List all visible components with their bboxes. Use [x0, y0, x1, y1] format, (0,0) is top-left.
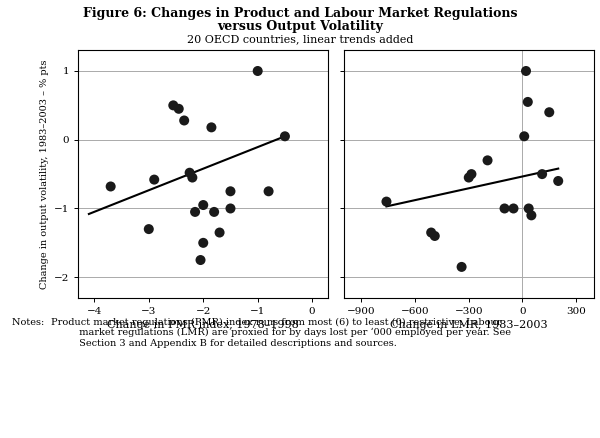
Point — [144, 226, 154, 233]
Point — [457, 263, 466, 270]
Text: 20 OECD countries, linear trends added: 20 OECD countries, linear trends added — [187, 34, 413, 44]
Point — [149, 176, 159, 183]
Point — [188, 174, 197, 181]
Point — [538, 171, 547, 178]
Point — [264, 188, 274, 195]
Text: versus Output Volatility: versus Output Volatility — [217, 20, 383, 33]
Point — [179, 117, 189, 124]
Point — [382, 198, 391, 205]
Point — [174, 105, 184, 112]
Point — [226, 205, 235, 212]
Text: Notes:: Notes: — [12, 318, 47, 327]
Point — [206, 124, 216, 131]
Point — [467, 171, 476, 178]
Point — [427, 229, 436, 236]
Point — [226, 188, 235, 195]
Point — [500, 205, 509, 212]
Point — [280, 133, 290, 140]
Point — [199, 201, 208, 208]
Point — [521, 67, 531, 74]
Point — [544, 109, 554, 116]
Point — [523, 99, 533, 106]
Point — [483, 157, 493, 164]
Point — [190, 208, 200, 215]
Text: Figure 6: Changes in Product and Labour Market Regulations: Figure 6: Changes in Product and Labour … — [83, 7, 517, 20]
Point — [509, 205, 518, 212]
X-axis label: Change in PMR index, 1978–1998: Change in PMR index, 1978–1998 — [107, 320, 299, 330]
Point — [553, 177, 563, 184]
Y-axis label: Change in output volatility, 1983–2003 – % pts: Change in output volatility, 1983–2003 –… — [40, 60, 49, 289]
Point — [253, 67, 262, 74]
Point — [199, 239, 208, 246]
Point — [520, 133, 529, 140]
Point — [106, 183, 115, 190]
Point — [464, 174, 473, 181]
Point — [209, 208, 219, 215]
Point — [215, 229, 224, 236]
Point — [185, 169, 194, 176]
Point — [524, 205, 533, 212]
Point — [196, 257, 205, 264]
Point — [169, 102, 178, 109]
Text: Product market regulations (PMR) index runs from most (6) to least (0) restricti: Product market regulations (PMR) index r… — [51, 318, 511, 348]
Point — [527, 212, 536, 219]
X-axis label: Change in LMR, 1983–2003: Change in LMR, 1983–2003 — [390, 320, 548, 330]
Point — [430, 233, 440, 240]
